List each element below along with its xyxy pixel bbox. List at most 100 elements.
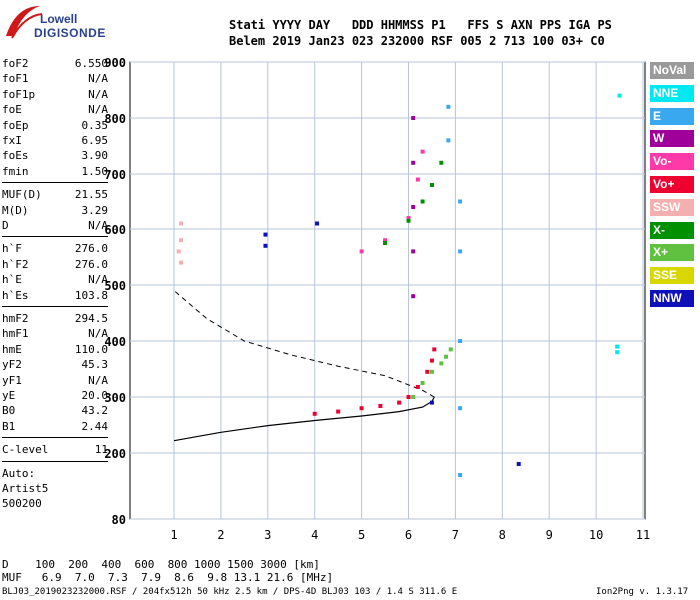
param-name: MUF(D) <box>2 188 42 202</box>
param-row: foF1 N/A <box>2 72 108 86</box>
param-name: h`Es <box>2 288 29 302</box>
legend-item: E <box>650 107 694 125</box>
data-point <box>458 406 463 411</box>
param-value: 276.0 <box>74 242 108 256</box>
data-point <box>336 409 341 414</box>
data-point <box>420 149 425 154</box>
data-point <box>359 406 364 411</box>
data-point <box>617 93 622 98</box>
y-tick-label: 500 <box>104 279 126 293</box>
footer-info: BLJ03_2019023232000.RSF / 204fx512h 50 k… <box>2 587 458 597</box>
data-point <box>312 411 317 416</box>
param-name: D <box>2 219 9 232</box>
param-name: yE <box>2 389 16 402</box>
y-tick-label: 600 <box>104 223 126 237</box>
separator-line <box>2 236 108 238</box>
lowell-logo: Lowell DIGISONDE <box>2 2 122 42</box>
data-point <box>179 238 184 243</box>
separator-line <box>2 437 108 439</box>
data-point <box>383 238 388 243</box>
data-point <box>429 183 434 187</box>
param-value: 3.29 <box>81 203 109 217</box>
y-tick-label: 300 <box>104 391 126 405</box>
param-name: fmin <box>2 164 29 178</box>
data-point <box>432 347 437 352</box>
data-point <box>383 241 388 245</box>
header-values: Belem 2019 Jan23 023 232000 RSF 005 2 71… <box>229 34 605 48</box>
plot-frame <box>129 61 646 520</box>
data-point <box>420 199 425 204</box>
data-point <box>411 116 416 120</box>
param-row: foE N/A <box>2 103 108 117</box>
header-labels: Stati YYYY DAY DDD HHMMSS P1 FFS S AXN P… <box>229 18 612 32</box>
param-row: yF2 45.3 <box>2 358 108 372</box>
param-name: foE <box>2 103 22 117</box>
param-name: M(D) <box>2 203 29 217</box>
x-tick-label: 2 <box>217 528 224 542</box>
param-value: 0.35 <box>81 118 109 132</box>
data-point <box>411 395 416 399</box>
param-name: hmF2 <box>2 312 29 325</box>
param-row: h`E N/A <box>2 273 108 287</box>
x-tick-label: 9 <box>546 528 553 542</box>
footer-version: Ion2Png v. 1.3.17 <box>596 587 689 597</box>
param-value: 21.55 <box>74 188 108 202</box>
footer-muf-row: MUF 6.9 7.0 7.3 7.9 8.6 9.8 13.1 21.6 [M… <box>2 571 334 584</box>
data-point <box>615 344 620 349</box>
param-row: D N/A <box>2 219 108 233</box>
param-row: MUF(D) 21.55 <box>2 188 108 202</box>
param-name: B1 <box>2 419 16 433</box>
data-point <box>425 369 430 374</box>
data-point <box>411 294 416 299</box>
param-name: B0 <box>2 404 16 418</box>
data-point <box>315 221 320 226</box>
param-row: foF1p N/A <box>2 88 108 102</box>
x-tick-label: 4 <box>311 528 318 542</box>
param-value: N/A <box>88 373 108 387</box>
data-point <box>415 177 420 182</box>
clevel-label: C-level <box>2 443 49 457</box>
param-name: foF1p <box>2 87 36 101</box>
param-row: B0 43.2 <box>2 404 108 418</box>
data-point <box>516 462 521 466</box>
logo-line2: DIGISONDE <box>34 26 106 40</box>
logo-line1: Lowell <box>40 12 78 26</box>
param-row: fxI 6.95 <box>2 134 108 148</box>
param-name: foF2 <box>2 57 29 70</box>
clevel-row: C-level 11 <box>2 443 108 457</box>
legend-item: W <box>650 130 694 148</box>
data-point <box>439 160 444 165</box>
autoscale-line2: Artist5 <box>2 482 49 495</box>
param-value: 3.90 <box>81 149 109 163</box>
legend-item: SSW <box>650 198 694 216</box>
data-point <box>429 369 434 374</box>
param-row: M(D) 3.29 <box>2 204 108 218</box>
param-value: 1.50 <box>81 164 109 178</box>
param-row: h`F2 276.0 <box>2 258 108 272</box>
param-value: 43.2 <box>81 404 109 418</box>
param-row: h`F 276.0 <box>2 242 108 256</box>
param-value: 103.8 <box>74 288 108 302</box>
data-point <box>458 339 463 343</box>
separator-line <box>2 306 108 307</box>
param-row: B1 2.44 <box>2 420 108 434</box>
clevel-value: 11 <box>94 443 108 457</box>
param-value: 110.0 <box>74 342 108 356</box>
data-point <box>263 232 268 237</box>
param-value: N/A <box>88 327 108 341</box>
data-point <box>378 403 383 408</box>
data-point <box>411 249 416 254</box>
param-value: 45.3 <box>81 358 109 372</box>
param-name: fxI <box>2 134 22 147</box>
x-tick-label: 7 <box>452 528 459 542</box>
param-value: N/A <box>88 219 108 232</box>
data-point <box>406 395 411 399</box>
data-point <box>458 473 463 477</box>
legend-item: X+ <box>650 244 694 262</box>
ionogram-chart: 1 2 3 4 5 6 7 8 9 10 11 80 200 300 400 500 600 700 800 900 <box>104 56 650 542</box>
param-row: fmin 1.50 <box>2 165 108 179</box>
x-tick-label: 10 <box>589 528 603 542</box>
x-tick-label: 6 <box>405 528 412 542</box>
data-point <box>446 104 451 109</box>
autoscale-row: 500200 <box>2 497 108 511</box>
